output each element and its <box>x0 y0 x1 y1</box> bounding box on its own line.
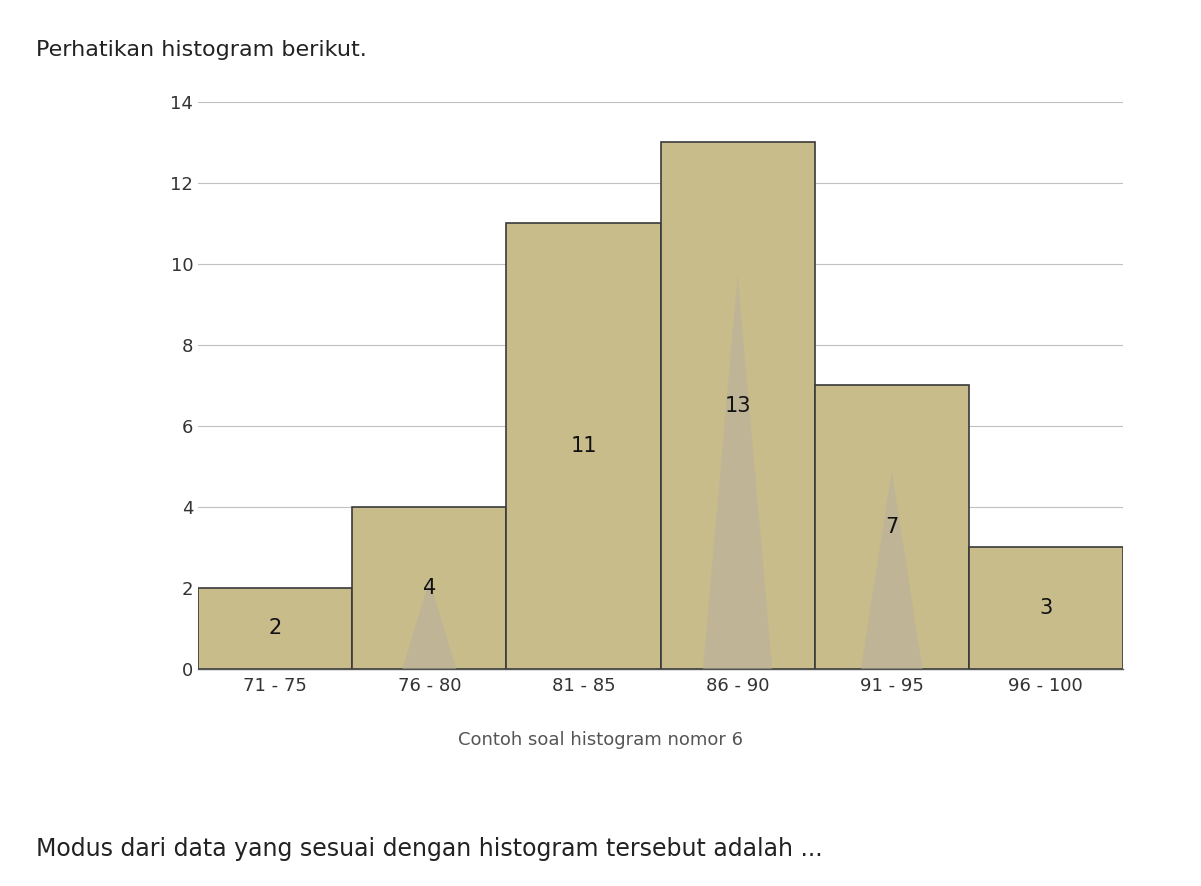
Text: 2: 2 <box>269 618 282 639</box>
Bar <box>814 385 969 669</box>
Text: Contoh soal histogram nomor 6: Contoh soal histogram nomor 6 <box>458 731 743 749</box>
Text: Perhatikan histogram berikut.: Perhatikan histogram berikut. <box>36 40 366 60</box>
Bar <box>969 548 1123 669</box>
Polygon shape <box>703 274 772 669</box>
Bar <box>507 223 661 669</box>
Text: 4: 4 <box>423 578 436 598</box>
Text: 13: 13 <box>724 396 751 416</box>
Bar <box>198 588 352 669</box>
Polygon shape <box>402 579 456 669</box>
Text: 11: 11 <box>570 436 597 456</box>
Text: Modus dari data yang sesuai dengan histogram tersebut adalah ...: Modus dari data yang sesuai dengan histo… <box>36 837 823 861</box>
Bar <box>352 507 507 669</box>
Polygon shape <box>861 470 922 669</box>
Text: 3: 3 <box>1039 598 1052 618</box>
Bar <box>661 143 814 669</box>
Text: 7: 7 <box>885 517 898 537</box>
